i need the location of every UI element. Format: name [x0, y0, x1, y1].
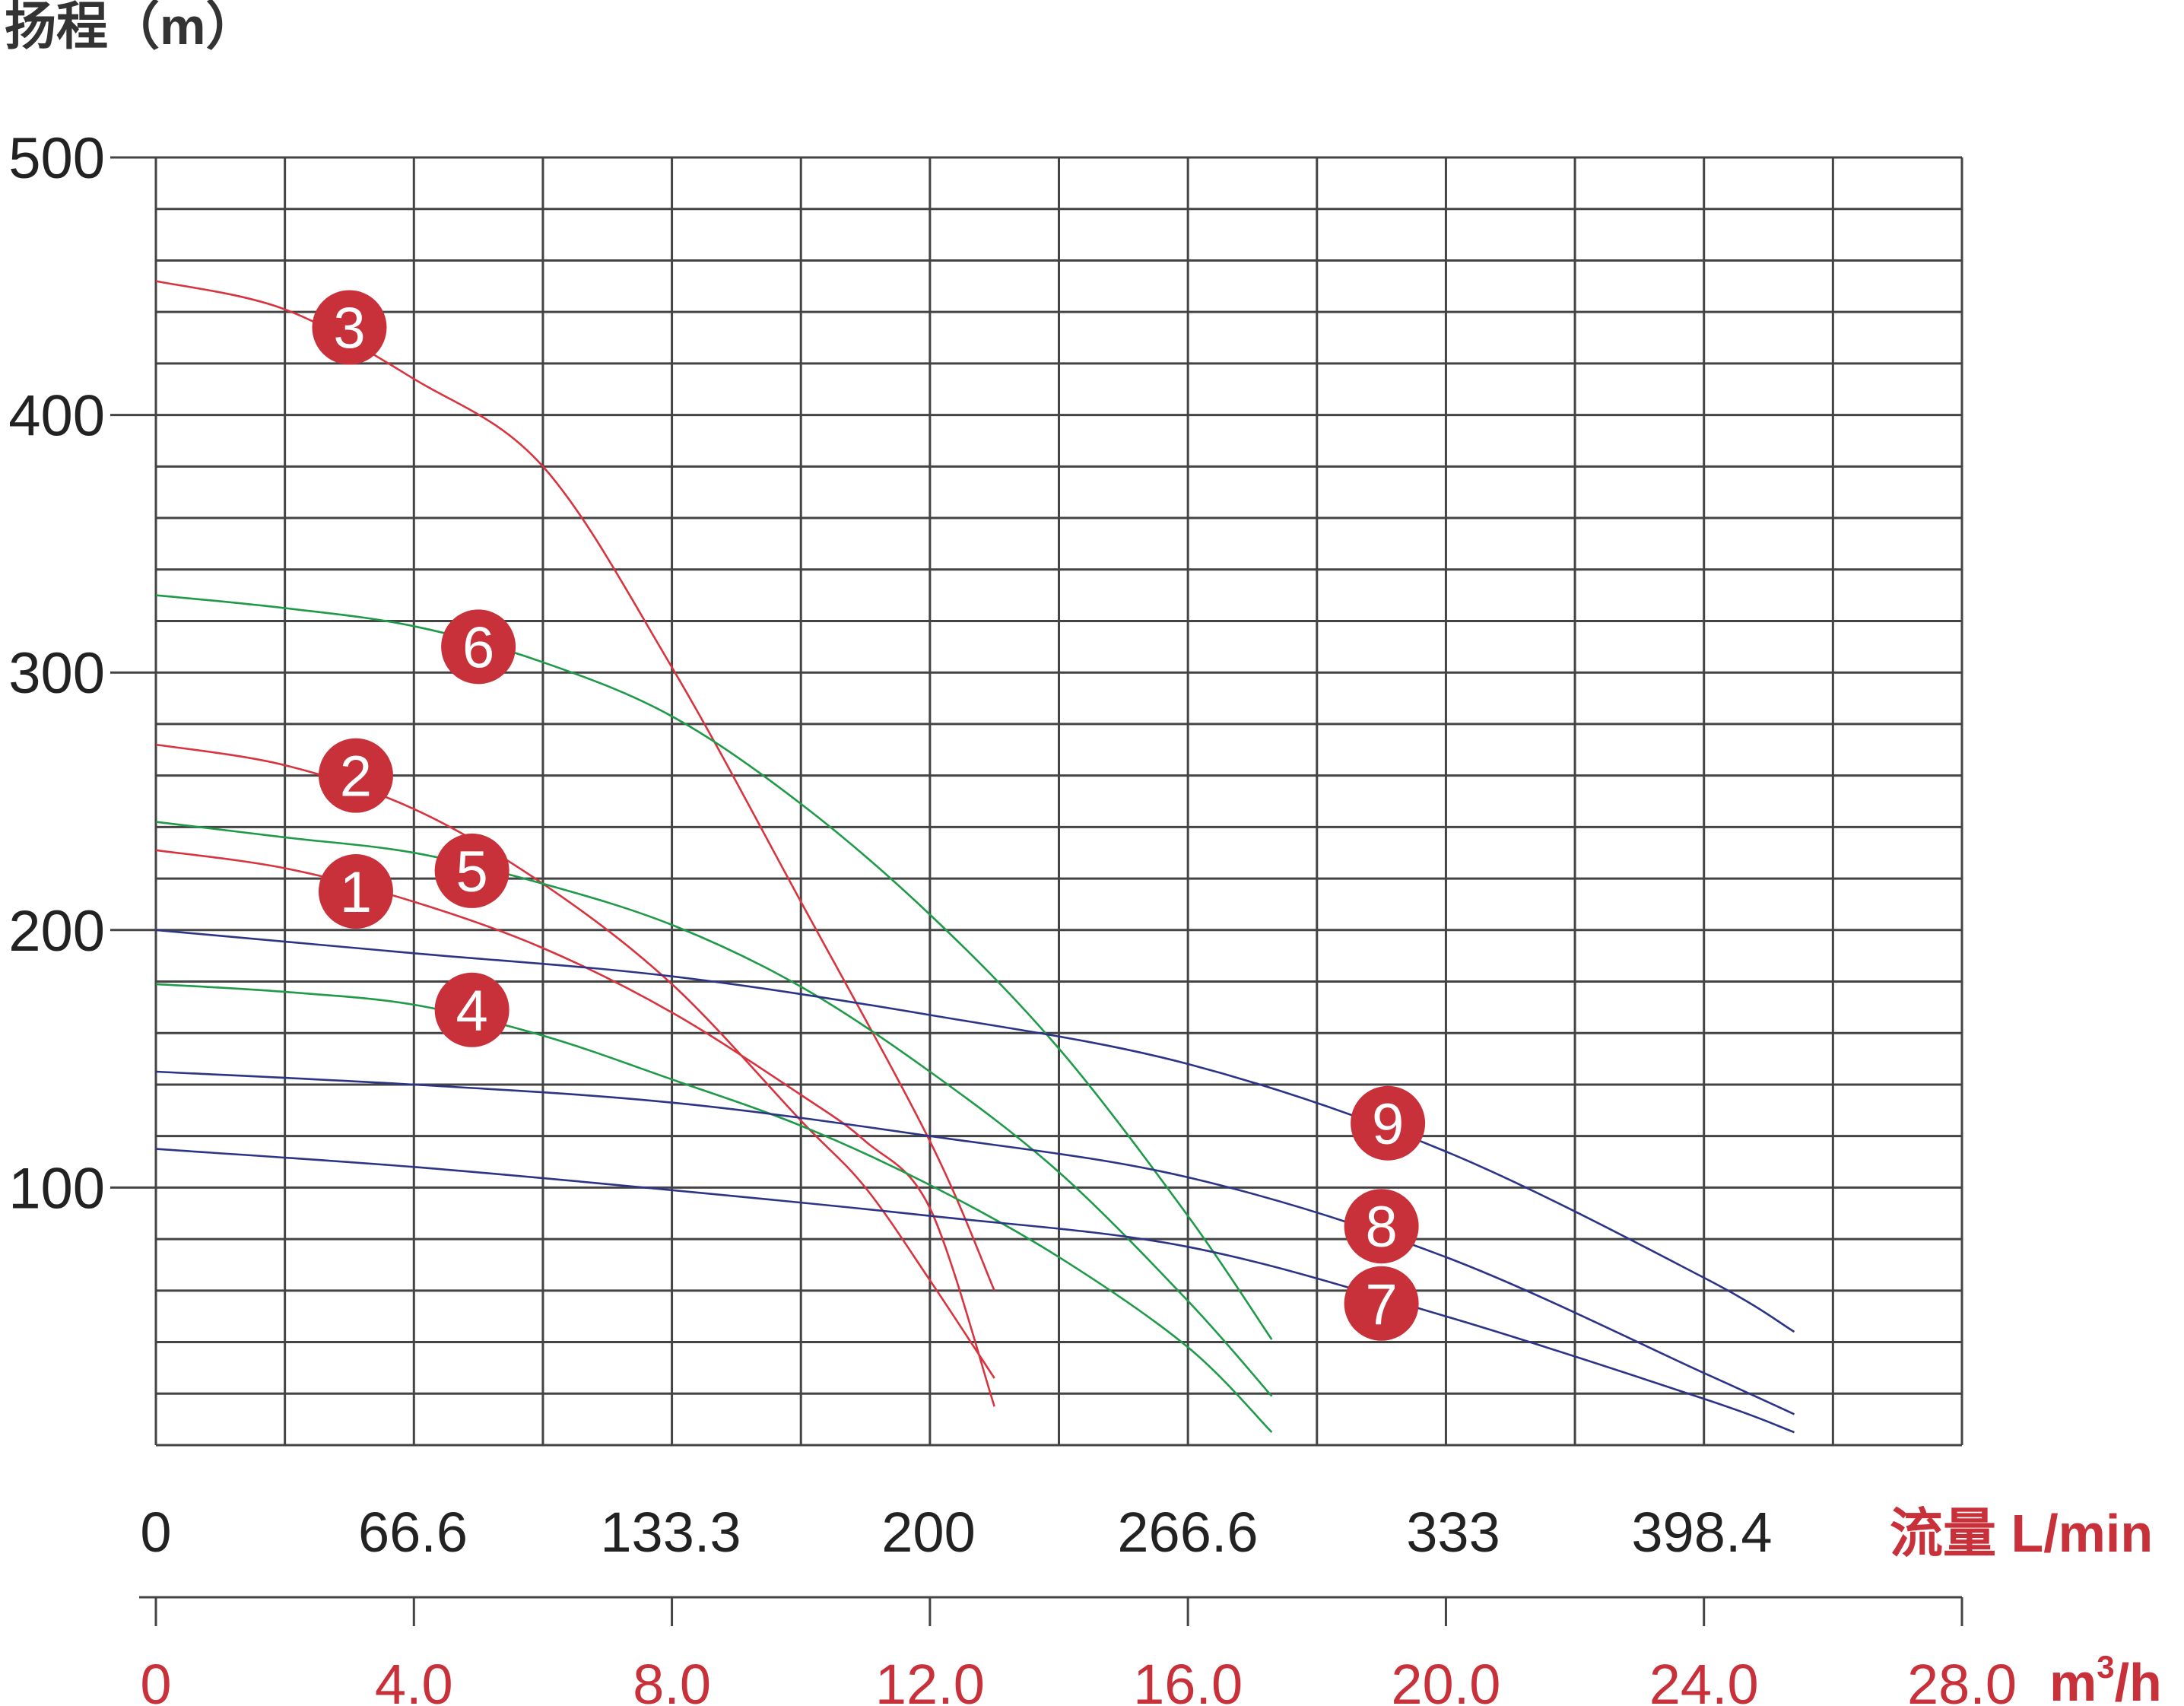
x-top-tick-label: 0: [140, 1501, 171, 1564]
curve-label-badge: [434, 833, 509, 908]
y-tick-label: 300: [8, 641, 105, 706]
curve-3: [155, 280, 995, 1291]
x-top-tick-label: 200: [881, 1501, 975, 1564]
curve-label-6: 6: [441, 609, 516, 685]
curve-label-badge: [441, 609, 516, 685]
x-top-tick-label: 333: [1406, 1501, 1500, 1564]
x-bottom-tick-label: 0: [140, 1653, 171, 1706]
x-bottom-tick-label: 8.0: [633, 1653, 711, 1706]
curve-label-text: 2: [340, 745, 372, 809]
y-axis-title: 扬程（m）: [5, 0, 257, 56]
y-tick-label: 500: [8, 126, 105, 191]
curve-label-badge: [318, 738, 393, 813]
curve-label-text: 3: [333, 296, 365, 361]
curve-label-4: 4: [434, 972, 509, 1047]
curve-label-badge: [1344, 1189, 1419, 1264]
x-top-unit: 流量 L/min: [1890, 1504, 2153, 1563]
curve-label-2: 2: [318, 738, 393, 813]
curve-label-3: 3: [312, 290, 387, 365]
x-top-tick-label: 266.6: [1117, 1501, 1258, 1564]
curve-label-text: 4: [456, 979, 487, 1044]
curve-8: [155, 1070, 1795, 1415]
x-axes: 0 66.6 133.3 200 266.6 333 398.4 流量 L/min 0 4.0 8.…: [139, 1501, 2162, 1706]
curve-label-badge: [318, 854, 393, 929]
curve-label-badge: [1351, 1085, 1426, 1161]
curve-2: [155, 743, 995, 1379]
curve-1: [155, 849, 995, 1407]
curve-label-9: 9: [1351, 1085, 1426, 1161]
y-tick-label: 400: [8, 384, 105, 449]
grid: [154, 156, 1963, 1447]
curve-label-text: 9: [1372, 1092, 1404, 1157]
x-bottom-tick-label: 4.0: [375, 1653, 453, 1706]
x-bottom-tick-label: 16.0: [1133, 1653, 1243, 1706]
curve-label-text: 5: [456, 840, 487, 904]
curve-label-7: 7: [1344, 1266, 1419, 1341]
curve-label-text: 1: [340, 860, 372, 925]
x-top-tick-label: 133.3: [600, 1501, 741, 1564]
curve-label-text: 8: [1365, 1195, 1397, 1260]
x-top-tick-label: 398.4: [1631, 1501, 1772, 1564]
curve-9: [155, 929, 1795, 1333]
y-axis-ticks: 500 400 300 200 100: [8, 126, 156, 1221]
curve-label-badge: [1344, 1266, 1419, 1341]
curve-label-text: 7: [1365, 1272, 1397, 1337]
curve-5: [155, 821, 1273, 1397]
curve-4: [155, 983, 1273, 1434]
curve-label-badge: [434, 972, 509, 1047]
x-bottom-tick-label: 20.0: [1391, 1653, 1500, 1706]
y-tick-label: 200: [8, 899, 105, 964]
curve-7: [155, 1148, 1795, 1434]
curve-6: [155, 594, 1273, 1340]
curve-label-text: 6: [462, 615, 494, 680]
x-top-tick-label: 66.6: [358, 1501, 468, 1564]
curve-labels: 1 2 3 4 5 6 7 8 9: [312, 290, 1426, 1341]
curve-label-badge: [312, 290, 387, 365]
x-bottom-tick-label: 24.0: [1649, 1653, 1759, 1706]
x-bottom-tick-label: 12.0: [875, 1653, 985, 1706]
curve-label-8: 8: [1344, 1189, 1419, 1264]
y-tick-label: 100: [8, 1156, 105, 1221]
curve-label-5: 5: [434, 833, 509, 908]
x-bottom-unit: m3/h: [2049, 1649, 2162, 1706]
curves: [155, 280, 1795, 1434]
x-bottom-tick-label: 28.0: [1907, 1653, 2017, 1706]
curve-label-1: 1: [318, 854, 393, 929]
